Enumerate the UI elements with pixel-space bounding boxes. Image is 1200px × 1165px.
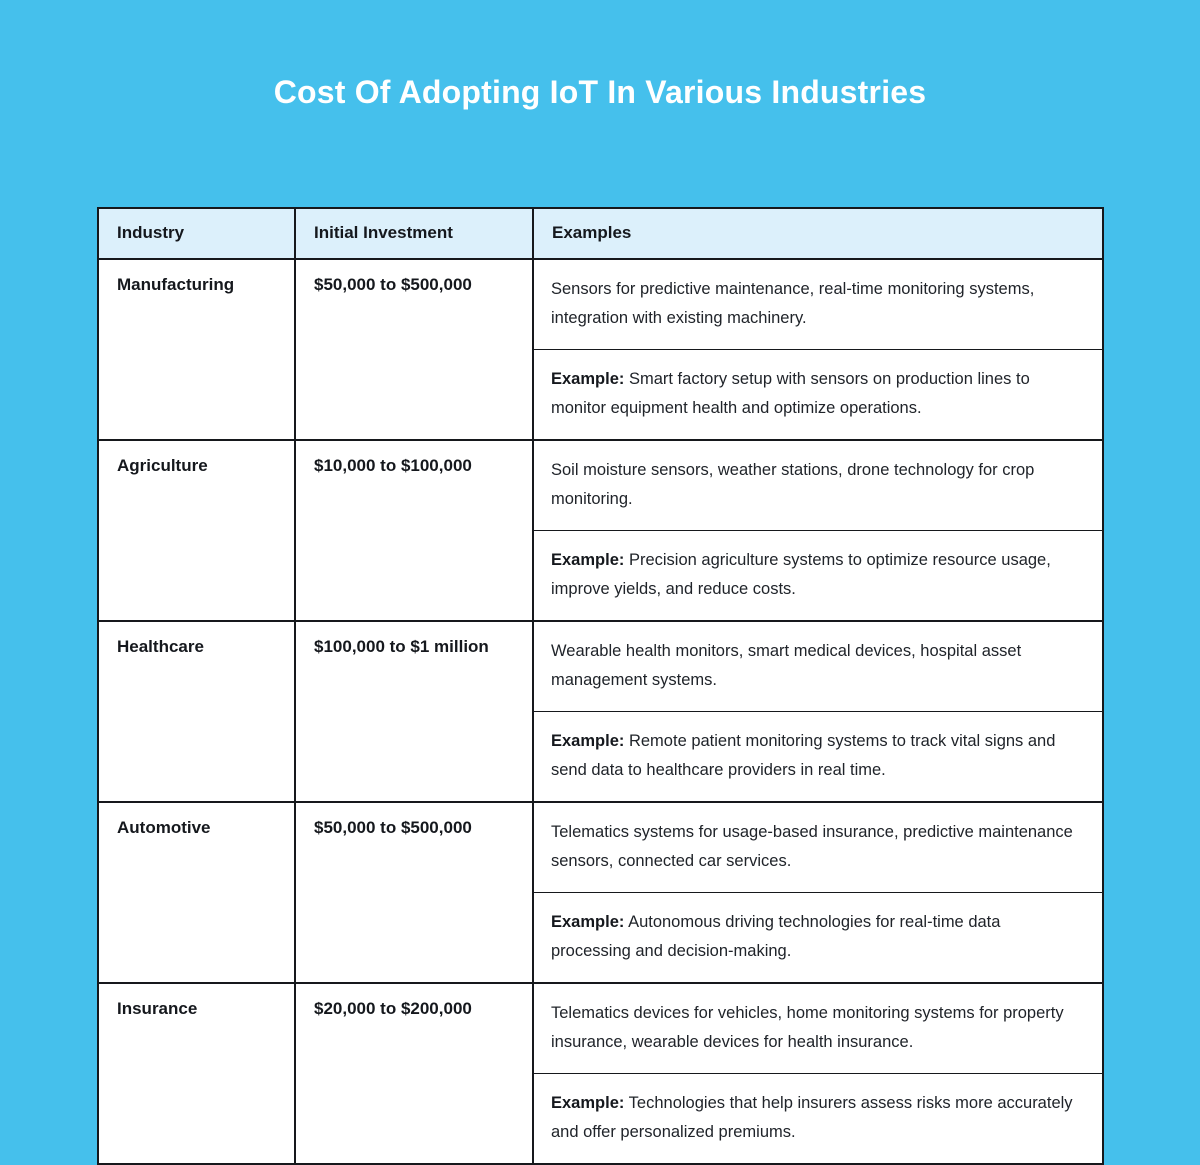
cell-initial-investment: $50,000 to $500,000 <box>295 802 534 984</box>
examples-description: Telematics systems for usage-based insur… <box>534 803 1102 893</box>
table-row: Healthcare $100,000 to $1 million Wearab… <box>98 621 1103 803</box>
example-text: Precision agriculture systems to optimiz… <box>551 551 1051 598</box>
cell-industry: Healthcare <box>98 621 296 803</box>
example-text: Remote patient monitoring systems to tra… <box>551 732 1056 779</box>
table-row: Agriculture $10,000 to $100,000 Soil moi… <box>98 440 1103 622</box>
example-label: Example: <box>551 551 625 569</box>
table-row: Manufacturing $50,000 to $500,000 Sensor… <box>98 259 1103 441</box>
example-label: Example: <box>551 370 625 388</box>
column-header-initial-investment: Initial Investment <box>295 208 534 260</box>
example-label: Example: <box>551 732 625 750</box>
example-text: Technologies that help insurers assess r… <box>551 1094 1073 1141</box>
cell-industry: Agriculture <box>98 440 296 622</box>
examples-description: Soil moisture sensors, weather stations,… <box>534 441 1102 531</box>
column-header-examples: Examples <box>533 208 1103 260</box>
examples-example: Example: Autonomous driving technologies… <box>534 893 1102 982</box>
cell-examples: Soil moisture sensors, weather stations,… <box>533 440 1103 622</box>
cost-of-adopting-iot-table: Industry Initial Investment Examples Man… <box>97 207 1104 1165</box>
example-label: Example: <box>551 913 625 931</box>
cell-initial-investment: $100,000 to $1 million <box>295 621 534 803</box>
table-header: Industry Initial Investment Examples <box>98 208 1103 260</box>
cell-industry: Manufacturing <box>98 259 296 441</box>
examples-example: Example: Remote patient monitoring syste… <box>534 712 1102 801</box>
examples-description: Sensors for predictive maintenance, real… <box>534 260 1102 350</box>
cost-table-container: Industry Initial Investment Examples Man… <box>97 207 1104 1165</box>
cell-examples: Telematics systems for usage-based insur… <box>533 802 1103 984</box>
cell-industry: Automotive <box>98 802 296 984</box>
examples-example: Example: Precision agriculture systems t… <box>534 531 1102 620</box>
examples-description: Wearable health monitors, smart medical … <box>534 622 1102 712</box>
cell-initial-investment: $20,000 to $200,000 <box>295 983 534 1164</box>
table-body: Manufacturing $50,000 to $500,000 Sensor… <box>98 259 1103 1164</box>
example-text: Smart factory setup with sensors on prod… <box>551 370 1030 417</box>
column-header-industry: Industry <box>98 208 296 260</box>
cell-examples: Telematics devices for vehicles, home mo… <box>533 983 1103 1164</box>
page-root: Cost Of Adopting IoT In Various Industri… <box>97 74 1104 1165</box>
cell-initial-investment: $10,000 to $100,000 <box>295 440 534 622</box>
examples-example: Example: Smart factory setup with sensor… <box>534 350 1102 439</box>
cell-examples: Wearable health monitors, smart medical … <box>533 621 1103 803</box>
page-title: Cost Of Adopting IoT In Various Industri… <box>273 74 927 110</box>
table-row: Insurance $20,000 to $200,000 Telematics… <box>98 983 1103 1164</box>
cell-initial-investment: $50,000 to $500,000 <box>295 259 534 441</box>
cell-industry: Insurance <box>98 983 296 1164</box>
example-text: Autonomous driving technologies for real… <box>551 913 1001 960</box>
examples-description: Telematics devices for vehicles, home mo… <box>534 984 1102 1074</box>
table-header-row: Industry Initial Investment Examples <box>98 208 1103 260</box>
examples-example: Example: Technologies that help insurers… <box>534 1074 1102 1163</box>
table-row: Automotive $50,000 to $500,000 Telematic… <box>98 802 1103 984</box>
cell-examples: Sensors for predictive maintenance, real… <box>533 259 1103 441</box>
